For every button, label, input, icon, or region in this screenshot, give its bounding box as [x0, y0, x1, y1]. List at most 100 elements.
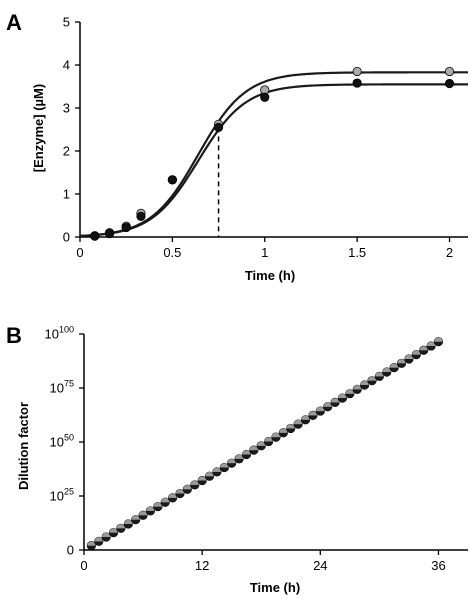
chart-b-point-top-half	[109, 528, 118, 533]
chart-a-x-tick-label: 0.5	[163, 245, 181, 260]
chart-b-point-bottom-half	[94, 541, 103, 546]
chart-a-point-series-2	[260, 92, 270, 102]
chart-b-point-top-half	[116, 524, 126, 529]
chart-b-y-tick-label: 10100	[45, 325, 75, 342]
chart-b-x-tick-label: 12	[195, 558, 209, 573]
chart-b-point-top-half	[175, 489, 185, 494]
chart-b-point-bottom-half	[205, 476, 214, 481]
chart-b-point-bottom-half	[242, 454, 251, 459]
chart-b-point-top-half	[404, 354, 414, 359]
chart-b-point-top-half	[330, 398, 340, 403]
chart-a-x-tick-label: 2	[446, 245, 453, 260]
chart-a-point-series-2	[90, 231, 100, 241]
chart-b-point-bottom-half	[412, 354, 421, 359]
chart-b-point-top-half	[271, 432, 281, 438]
chart-b-x-tick-label: 36	[431, 558, 445, 573]
chart-a-y-tick-label: 4	[63, 58, 70, 73]
chart-b-point-top-half	[345, 389, 355, 394]
chart-b-point-bottom-half	[345, 393, 355, 398]
chart-a-y-axis-title: [Enzyme] (µM)	[31, 84, 46, 172]
chart-b-point-bottom-half	[227, 463, 236, 468]
chart-b-point-top-half	[183, 485, 192, 490]
chart-b-point-bottom-half	[301, 419, 310, 424]
chart-a-y-tick-label: 1	[63, 187, 70, 202]
chart-b-point-bottom-half	[271, 437, 281, 442]
chart-b-point-bottom-half	[330, 402, 340, 407]
chart-b-point-bottom-half	[286, 428, 295, 433]
chart-b-point-bottom-half	[353, 389, 362, 394]
chart-b-point-top-half	[205, 471, 214, 477]
chart-b-point-top-half	[131, 515, 140, 520]
chart-b-point-top-half	[338, 393, 347, 399]
chart-b-point-top-half	[279, 428, 288, 433]
chart-b-x-tick-label: 0	[80, 558, 87, 573]
chart-a-x-tick-label: 1	[261, 245, 268, 260]
chart-b-point-bottom-half	[397, 363, 406, 368]
chart-b-point-bottom-half	[389, 367, 399, 372]
chart-b-point-bottom-half	[197, 480, 207, 485]
chart-b-point-top-half	[220, 463, 229, 468]
chart-b-point-bottom-half	[101, 536, 111, 542]
panel-a-letter: A	[6, 10, 22, 35]
chart-b-point-top-half	[101, 532, 111, 537]
chart-b-point-bottom-half	[434, 341, 443, 346]
chart-a: 0 1 2 3 4 5 0 0.5 1 1.5 2	[63, 15, 468, 260]
chart-b-y-tick-label: 1025	[50, 487, 74, 504]
chart-b-point-top-half	[426, 341, 436, 346]
chart-b-point-bottom-half	[264, 441, 273, 446]
chart-b-point-bottom-half	[87, 545, 96, 550]
chart-b-point-top-half	[375, 372, 384, 377]
chart-b-point-top-half	[301, 415, 310, 420]
chart-b-point-bottom-half	[124, 523, 133, 529]
chart-b-point-bottom-half	[168, 497, 177, 503]
chart-b-point-bottom-half	[293, 424, 303, 429]
chart-b-point-bottom-half	[360, 385, 369, 390]
chart-b-point-top-half	[382, 367, 391, 372]
chart-b-point-top-half	[212, 467, 222, 472]
chart-b-point-bottom-half	[146, 510, 155, 516]
chart-a-point-series-2	[136, 211, 146, 221]
chart-b-point-bottom-half	[161, 502, 170, 507]
chart-b-point-top-half	[190, 480, 199, 485]
chart-b-point-bottom-half	[153, 506, 163, 511]
chart-b-point-bottom-half	[316, 411, 325, 416]
chart-b-y-tick-label: 1050	[50, 433, 74, 450]
chart-b-point-bottom-half	[404, 358, 414, 364]
chart-b-point-bottom-half	[419, 350, 428, 355]
chart-b-point-top-half	[367, 376, 377, 381]
chart-b-point-top-half	[242, 450, 251, 455]
chart-b-point-top-half	[360, 380, 369, 386]
chart-b-x-tick-label: 24	[313, 558, 327, 573]
chart-a-point-series-2	[444, 78, 455, 89]
chart-a-axes	[79, 22, 468, 238]
chart-b-point-top-half	[161, 498, 170, 503]
chart-b-point-bottom-half	[131, 519, 140, 524]
chart-b-point-bottom-half	[183, 489, 192, 494]
chart-b-point-top-half	[153, 502, 163, 507]
chart-b-point-top-half	[316, 406, 325, 412]
chart-b-point-top-half	[168, 493, 177, 498]
chart-b-point-bottom-half	[109, 532, 118, 537]
panel-b-letter: B	[6, 323, 22, 348]
chart-b-x-axis-title: Time (h)	[250, 580, 300, 595]
chart-b-point-top-half	[286, 424, 295, 429]
chart-b-y-tick-label: 0	[67, 543, 74, 558]
chart-b-point-top-half	[389, 363, 399, 368]
chart-b-point-top-half	[249, 445, 259, 451]
chart-b-point-bottom-half	[234, 458, 244, 464]
chart-b-point-top-half	[124, 519, 133, 524]
chart-b-point-bottom-half	[220, 467, 229, 472]
chart-b-point-top-half	[138, 511, 148, 516]
chart-b-point-bottom-half	[116, 528, 126, 533]
chart-b-point-top-half	[434, 337, 443, 342]
chart-b-point-bottom-half	[257, 445, 266, 451]
chart-b-point-top-half	[353, 385, 362, 390]
chart-b-point-top-half	[323, 402, 332, 407]
chart-a-fit-curve-2	[79, 83, 468, 238]
chart-b-point-bottom-half	[323, 406, 332, 411]
chart-a-x-tick-label: 0	[76, 245, 83, 260]
chart-b-point-bottom-half	[249, 450, 259, 455]
chart-b-point-bottom-half	[338, 398, 347, 403]
chart-a-y-tick-label: 5	[63, 15, 70, 30]
